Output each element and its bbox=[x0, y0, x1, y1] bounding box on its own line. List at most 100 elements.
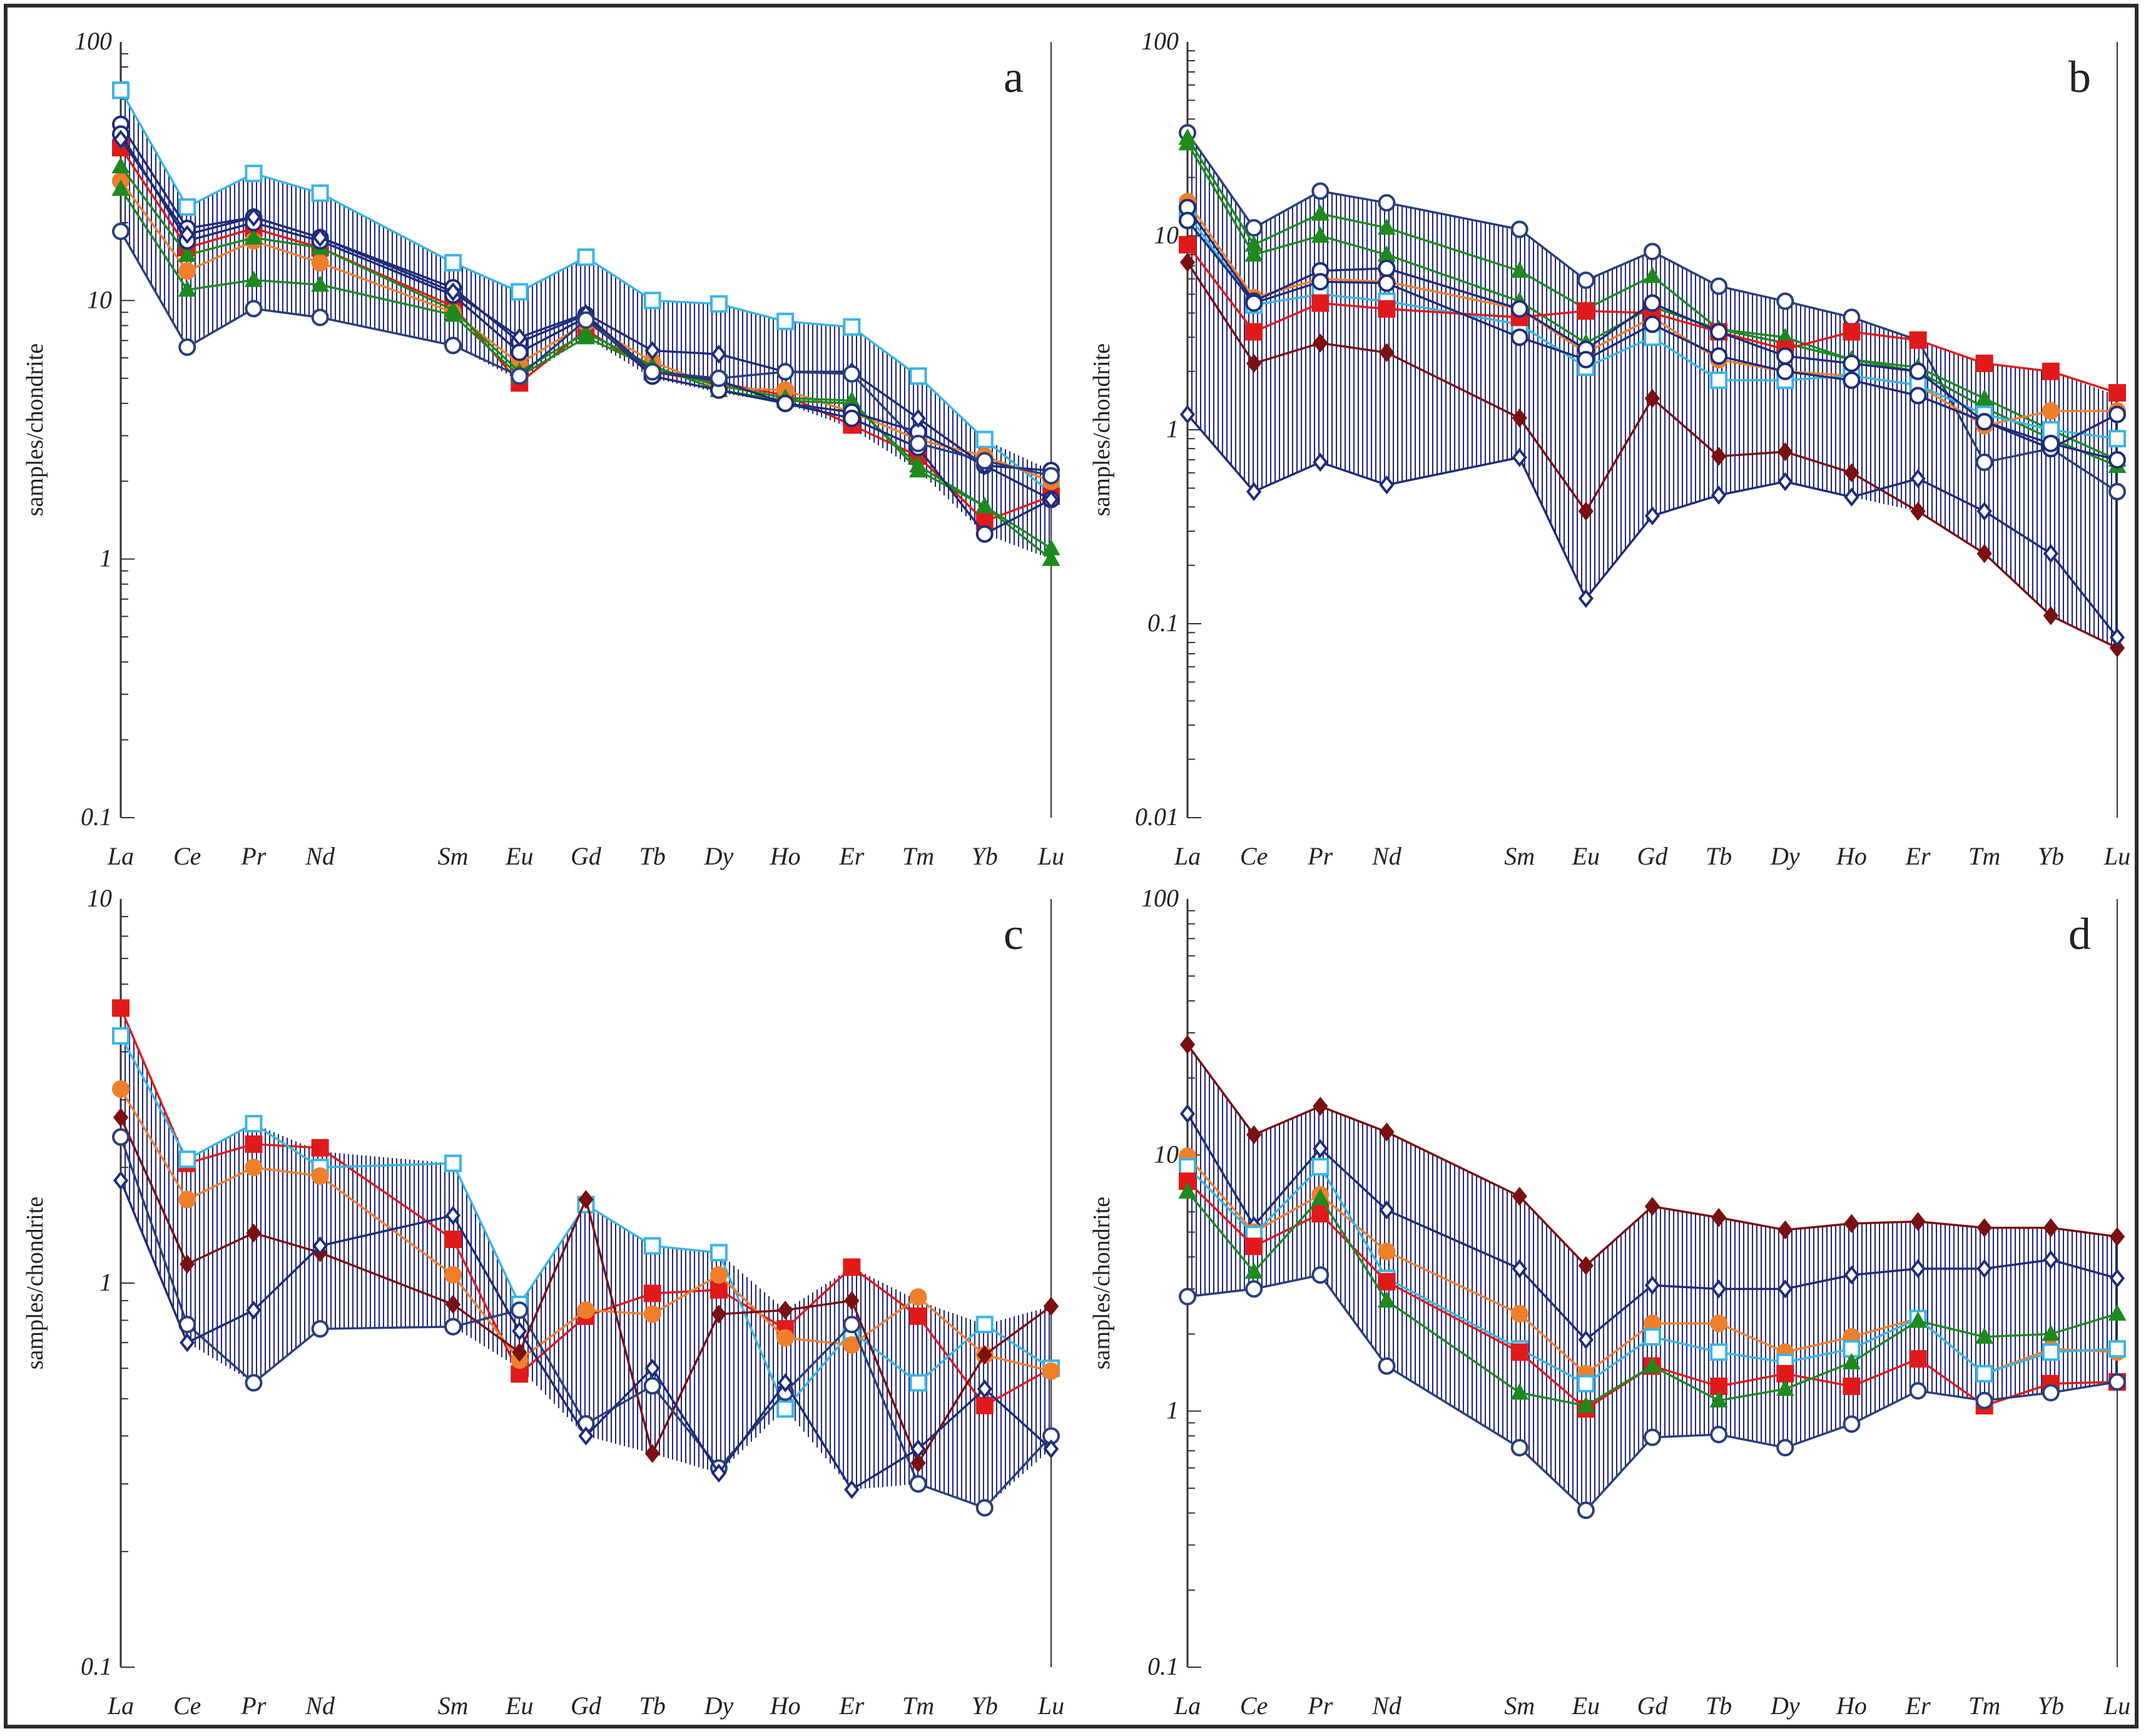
data-point bbox=[1644, 294, 1661, 312]
data-point bbox=[776, 394, 795, 412]
data-point bbox=[1379, 343, 1395, 362]
series-line bbox=[120, 1035, 1052, 1411]
data-point bbox=[909, 1374, 927, 1392]
data-point bbox=[843, 1316, 861, 1334]
data-point bbox=[1311, 1188, 1330, 1205]
data-point bbox=[1776, 362, 1794, 380]
y-axis-label: samples/chondrite bbox=[22, 343, 48, 516]
data-point bbox=[1644, 1327, 1661, 1346]
data-point bbox=[1577, 1374, 1595, 1393]
data-point bbox=[909, 461, 928, 478]
data-point bbox=[2042, 362, 2060, 380]
x-tick-label: Tm bbox=[1968, 1692, 2000, 1720]
x-tick-label: La bbox=[1174, 842, 1201, 870]
y-axis-label: samples/chondrite bbox=[1089, 343, 1115, 516]
data-point bbox=[2108, 405, 2126, 424]
series-line bbox=[1186, 201, 2117, 427]
data-point bbox=[1644, 1428, 1661, 1446]
x-tick-label: Tm bbox=[1968, 842, 2000, 870]
y-tick-label: 100 bbox=[74, 27, 112, 55]
data-point bbox=[909, 1288, 927, 1306]
data-point bbox=[244, 270, 263, 287]
data-point bbox=[1512, 448, 1527, 467]
data-point bbox=[1910, 1212, 1926, 1231]
data-point bbox=[113, 1107, 129, 1127]
y-tick-label: 1 bbox=[1166, 1396, 1179, 1424]
data-point bbox=[1178, 1182, 1197, 1199]
data-point bbox=[311, 184, 329, 202]
data-point bbox=[1975, 1364, 1993, 1383]
data-point bbox=[1578, 589, 1594, 608]
data-point bbox=[1043, 1439, 1059, 1459]
series-s1 bbox=[112, 81, 1060, 502]
y-tick-label: 10 bbox=[1154, 1140, 1179, 1168]
data-point bbox=[910, 1439, 926, 1459]
data-point bbox=[1909, 387, 1927, 405]
data-point bbox=[1975, 413, 1993, 431]
data-point bbox=[1976, 544, 1992, 564]
data-point bbox=[1246, 482, 1262, 502]
data-point bbox=[1512, 1187, 1527, 1206]
data-point bbox=[577, 1301, 595, 1319]
data-point bbox=[1910, 469, 1926, 489]
data-point bbox=[1976, 502, 1992, 521]
series-s9 bbox=[112, 222, 1060, 485]
data-point bbox=[909, 1307, 927, 1325]
x-tick-label: Dy bbox=[704, 1692, 734, 1720]
data-point bbox=[1777, 442, 1793, 462]
data-point bbox=[312, 228, 328, 248]
data-point bbox=[1311, 1266, 1330, 1284]
series-line bbox=[120, 165, 1052, 561]
data-point bbox=[1510, 1343, 1528, 1361]
series-line bbox=[1186, 213, 2118, 440]
data-point bbox=[975, 525, 994, 543]
x-tick-label: Dy bbox=[1770, 842, 1800, 870]
x-tick-label: Dy bbox=[704, 842, 734, 870]
data-point bbox=[444, 1154, 462, 1172]
x-tick-label: Tb bbox=[1706, 1692, 1732, 1720]
data-point bbox=[1711, 1208, 1727, 1227]
x-tick-label: Gd bbox=[1637, 1692, 1669, 1720]
data-point bbox=[1042, 1362, 1060, 1380]
series-line bbox=[1186, 1043, 2118, 1267]
data-point bbox=[2108, 430, 2126, 448]
data-point bbox=[178, 280, 196, 297]
panel-letter: b bbox=[2068, 52, 2091, 102]
data-point bbox=[578, 1426, 594, 1446]
data-point bbox=[1844, 1265, 1859, 1285]
data-point bbox=[1379, 1122, 1395, 1142]
series-line bbox=[120, 138, 1052, 500]
y-tick-label: 0.1 bbox=[1147, 1652, 1179, 1680]
data-point bbox=[1844, 463, 1859, 482]
data-point bbox=[1311, 1205, 1330, 1223]
data-point bbox=[977, 1379, 992, 1399]
data-point bbox=[1313, 1097, 1328, 1116]
data-point bbox=[1245, 323, 1263, 341]
data-point bbox=[1311, 273, 1330, 291]
x-tick-label: Tm bbox=[902, 842, 934, 870]
data-point bbox=[1909, 1311, 1928, 1328]
data-point bbox=[643, 292, 661, 310]
data-point bbox=[1843, 1415, 1861, 1433]
data-point bbox=[843, 409, 861, 427]
data-point bbox=[311, 1167, 329, 1185]
series-s8 bbox=[1179, 211, 2126, 469]
data-point bbox=[844, 1480, 860, 1500]
data-point bbox=[1843, 1377, 1861, 1395]
data-point bbox=[1311, 226, 1330, 243]
data-point bbox=[1179, 253, 1196, 272]
series-s7 bbox=[1179, 1266, 2126, 1520]
series-s10 bbox=[1179, 405, 2125, 647]
data-point bbox=[643, 1284, 661, 1302]
data-point bbox=[112, 222, 130, 240]
y-tick-label: 100 bbox=[1141, 27, 1179, 55]
series-line bbox=[1186, 132, 2118, 493]
x-tick-label: Nd bbox=[305, 1692, 335, 1720]
data-point bbox=[1179, 236, 1196, 254]
data-point bbox=[643, 363, 661, 381]
data-point bbox=[1510, 261, 1529, 278]
x-tick-label: Dy bbox=[1770, 1692, 1800, 1720]
data-point bbox=[444, 1317, 462, 1336]
x-tick-label: Lu bbox=[2103, 1692, 2130, 1720]
